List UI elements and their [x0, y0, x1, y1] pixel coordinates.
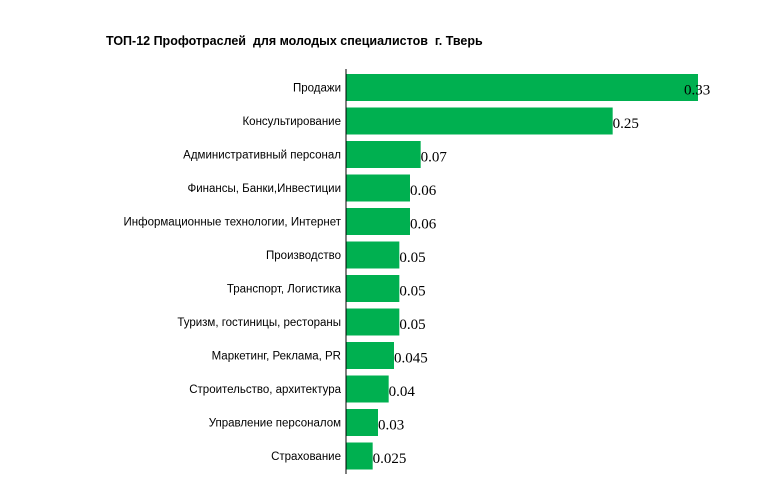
data-label: 0.33: [684, 83, 710, 99]
bars-group: Продажи 0.33 Консультирование 0.25 Администр…: [123, 74, 710, 470]
data-label: 0.06: [410, 217, 437, 233]
bar: [346, 409, 378, 436]
category-label: Маркетинг, Реклама, PR: [212, 351, 341, 363]
category-label: Туризм, гостиницы, рестораны: [177, 317, 341, 329]
bar: [346, 308, 400, 336]
bar: [346, 442, 373, 470]
data-label: 0.05: [399, 317, 425, 333]
bar: [346, 141, 421, 168]
data-label: 0.25: [613, 116, 639, 132]
category-label: Страхование: [271, 451, 341, 463]
bar: [346, 208, 410, 235]
category-label: Финансы, Банки,Инвестиции: [188, 183, 341, 195]
data-label: 0.045: [394, 351, 428, 367]
bar: [346, 74, 698, 101]
data-label: 0.07: [421, 150, 448, 166]
data-label: 0.03: [378, 418, 404, 434]
data-label: 0.05: [399, 284, 425, 300]
bar: [346, 275, 400, 302]
category-label: Транспорт, Логистика: [227, 284, 342, 296]
category-label: Строительство, архитектура: [189, 384, 341, 396]
bar: [346, 241, 400, 269]
data-label: 0.04: [389, 384, 416, 400]
category-label: Управление персоналом: [209, 418, 341, 430]
data-label: 0.05: [399, 250, 425, 266]
category-label: Продажи: [293, 83, 341, 95]
category-label: Производство: [266, 250, 341, 262]
category-label: Консультирование: [242, 116, 341, 128]
category-label: Административный персонал: [183, 150, 341, 162]
bar: [346, 107, 613, 135]
bar: [346, 174, 410, 202]
bar: [346, 375, 389, 403]
bar: [346, 342, 394, 369]
chart-title: ТОП-12 Профотраслей для молодых специали…: [106, 34, 483, 48]
data-label: 0.025: [373, 451, 407, 467]
data-label: 0.06: [410, 183, 437, 199]
category-label: Информационные технологии, Интернет: [123, 217, 341, 229]
